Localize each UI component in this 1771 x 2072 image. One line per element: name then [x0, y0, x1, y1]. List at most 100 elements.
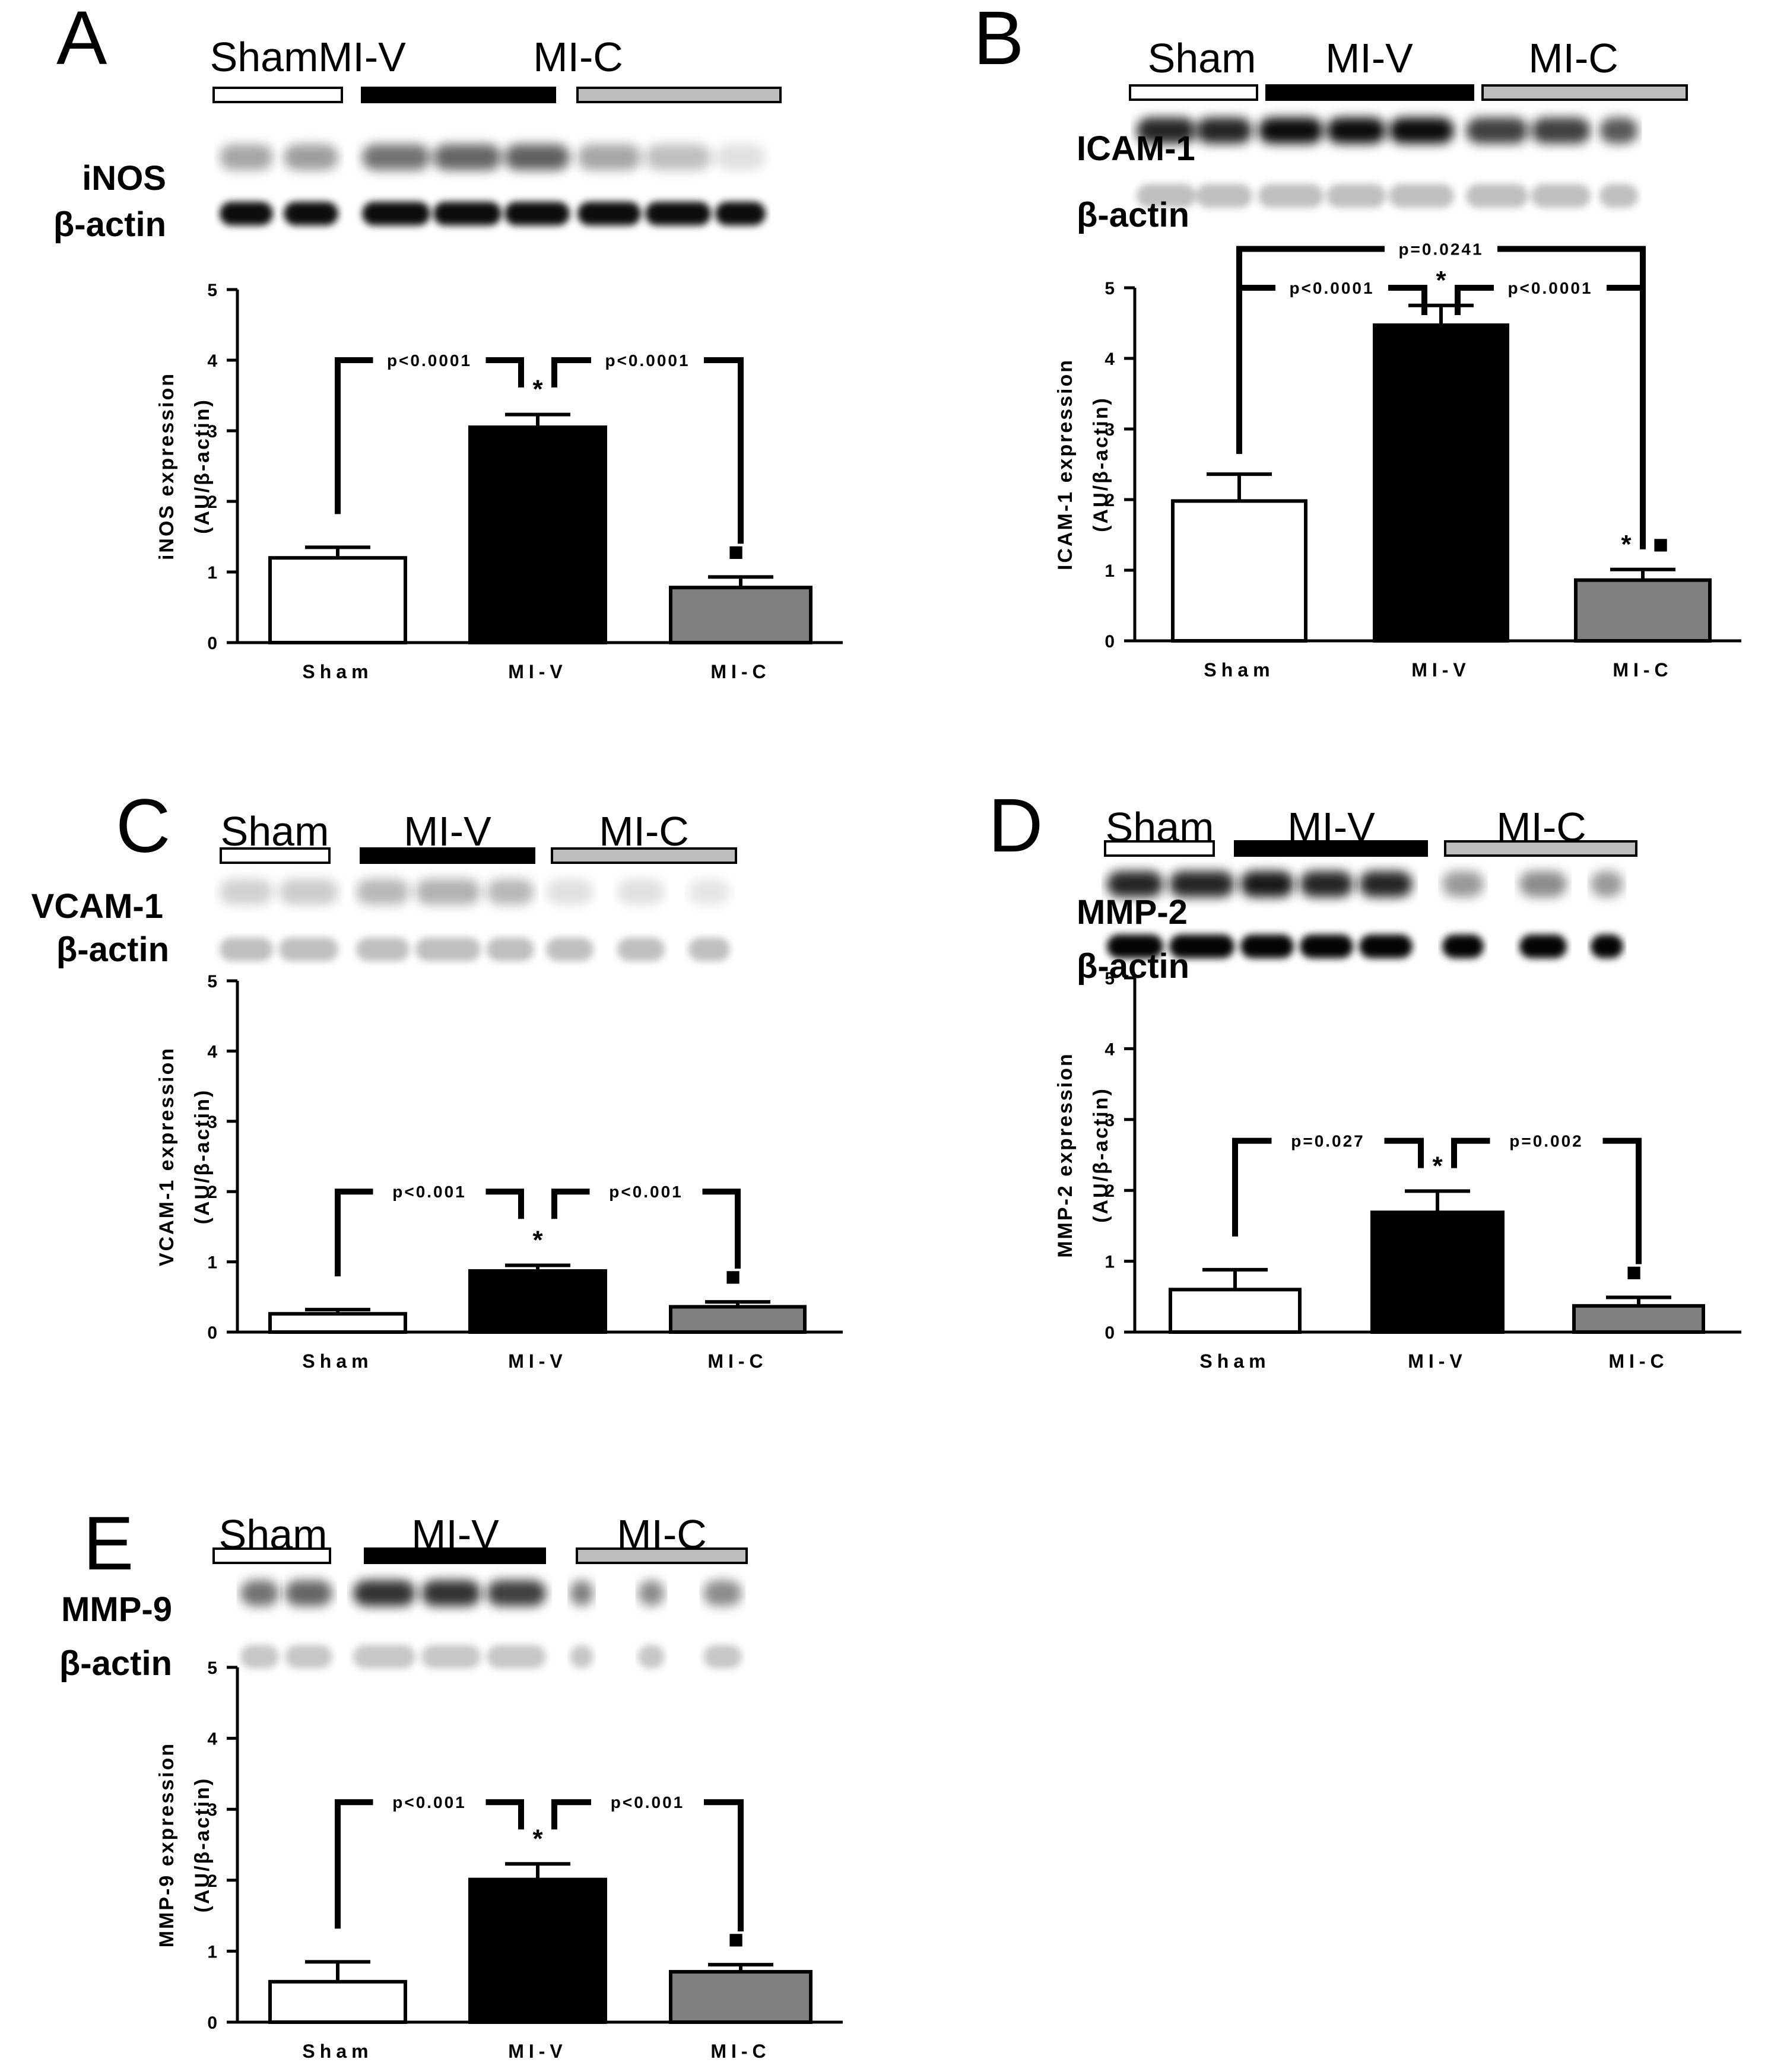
- blot-band: [1531, 117, 1591, 144]
- p-value-label: p<0.001: [392, 1793, 466, 1812]
- loading-control-label: β-actin: [53, 205, 166, 244]
- blot-band: [1591, 935, 1623, 958]
- blot-band: [703, 1645, 742, 1669]
- band-label: VCAM-1: [31, 887, 163, 926]
- y-tick-label: 0: [207, 634, 217, 653]
- y-tick-label: 0: [1105, 632, 1115, 652]
- blot-band: [1599, 184, 1638, 208]
- blot-band: [1240, 935, 1294, 958]
- significance-bracket: p<0.001: [335, 1791, 524, 1929]
- x-category-label: Sham: [1199, 1350, 1270, 1372]
- blot-band: [504, 202, 570, 225]
- x-category-label: MI-V: [1408, 1350, 1467, 1372]
- group-bar-sham: [212, 87, 343, 103]
- blot-band: [487, 1645, 546, 1669]
- x-category-label: MI-C: [710, 2041, 770, 2062]
- y-axis-label: iNOS expression (AU/β-actin): [155, 372, 214, 560]
- blot-band: [421, 1645, 481, 1669]
- bar-mi-c: [669, 1970, 812, 2024]
- bracket-label-bg: [589, 1181, 703, 1203]
- y-axis-label-line: MMP-9 expression: [155, 1742, 178, 1948]
- blot-band: [715, 144, 766, 170]
- y-tick-label: 5: [207, 1658, 217, 1678]
- blot-band: [546, 938, 593, 961]
- significance-asterisk: *: [532, 375, 543, 404]
- blot-band: [617, 938, 665, 961]
- blot-band: [421, 1580, 481, 1606]
- blot-band: [1466, 184, 1528, 208]
- y-axis-label-line: iNOS expression: [155, 372, 178, 560]
- y-tick-label: 0: [1105, 1323, 1115, 1343]
- x-category-label: Sham: [1204, 659, 1274, 681]
- y-axis-label-line: VCAM-1 expression: [155, 1047, 178, 1266]
- p-value-label: p=0.002: [1509, 1132, 1583, 1151]
- blot-band: [1389, 117, 1454, 144]
- bar-sham: [268, 1979, 407, 2024]
- group-label: MI-C: [533, 34, 623, 80]
- y-tick-label: 2: [207, 1183, 217, 1202]
- blot-band: [1107, 871, 1163, 897]
- blot-band: [638, 1645, 665, 1669]
- blot-band: [220, 144, 273, 170]
- y-axis-label-line: ICAM-1 expression: [1054, 358, 1077, 570]
- western-blot: [1137, 117, 1638, 208]
- y-axis-label-line: (AU/β-actin): [1090, 1087, 1112, 1223]
- bracket-label-bg: [591, 349, 704, 371]
- blot-band: [504, 144, 570, 170]
- significance-bracket: p=0.002: [1451, 1130, 1642, 1264]
- group-bar-sham: [220, 847, 331, 864]
- p-value-label: p=0.0241: [1398, 240, 1483, 259]
- blot-band: [487, 879, 534, 905]
- blot-band: [220, 938, 273, 961]
- blot-band: [240, 1580, 279, 1606]
- blot-band: [433, 202, 502, 225]
- y-tick-label: 3: [1105, 1111, 1115, 1130]
- group-label: Sham: [210, 34, 319, 80]
- p-value-label: p=0.027: [1291, 1132, 1365, 1151]
- group-label: MI-V: [404, 808, 491, 854]
- blot-band: [362, 202, 430, 225]
- significance-bracket: p<0.001: [551, 1181, 741, 1269]
- band-label: MMP-9: [61, 1590, 172, 1629]
- significance-bracket: p<0.0001: [551, 349, 744, 544]
- x-category-label: MI-C: [1613, 659, 1672, 681]
- y-axis-label-line: (AU/β-actin): [191, 398, 214, 534]
- western-blot: [220, 144, 766, 225]
- significance-square: ■: [728, 1925, 744, 1954]
- blot-band: [638, 1580, 665, 1606]
- x-category-label: MI-C: [707, 1350, 767, 1372]
- blot-band: [577, 144, 641, 170]
- blot-band: [1258, 184, 1324, 208]
- blot-band: [356, 879, 410, 905]
- y-axis-label-line: MMP-2 expression: [1054, 1052, 1077, 1258]
- group-label: Sham: [1106, 804, 1214, 850]
- bracket-label-bg: [1494, 277, 1607, 298]
- blot-band: [617, 879, 665, 905]
- blot-band: [1196, 117, 1252, 144]
- p-value-label: p<0.0001: [387, 351, 472, 370]
- blot-band: [240, 1645, 279, 1669]
- y-tick-label: 4: [1105, 349, 1115, 369]
- blot-band: [1442, 935, 1484, 958]
- blot-band: [570, 1580, 593, 1606]
- y-tick-label: 0: [207, 2013, 217, 2033]
- p-value-label: p<0.001: [611, 1793, 685, 1812]
- band-label: MMP-2: [1077, 893, 1188, 932]
- bracket-label-bg: [373, 1181, 486, 1203]
- blot-band: [433, 144, 502, 170]
- group-label: MI-C: [1496, 804, 1586, 850]
- panel-letter: D: [988, 783, 1043, 868]
- blot-band: [1258, 117, 1324, 144]
- blot-band: [1519, 935, 1567, 958]
- significance-asterisk: *: [532, 1824, 543, 1853]
- group-label: Sham: [219, 1511, 328, 1558]
- group-bar-sham: [1129, 84, 1258, 101]
- blot-band: [284, 202, 338, 225]
- blot-band: [220, 202, 273, 225]
- group-bar-mi-c: [576, 87, 782, 103]
- panel-b: B Sham MI-V MI-C ICAM-1 β-actin 0 1 2 3 4 5 ICAM-1 e…: [973, 0, 1741, 681]
- blot-band: [415, 879, 481, 905]
- panel-letter: E: [83, 1501, 134, 1586]
- group-label: Sham: [1148, 35, 1256, 81]
